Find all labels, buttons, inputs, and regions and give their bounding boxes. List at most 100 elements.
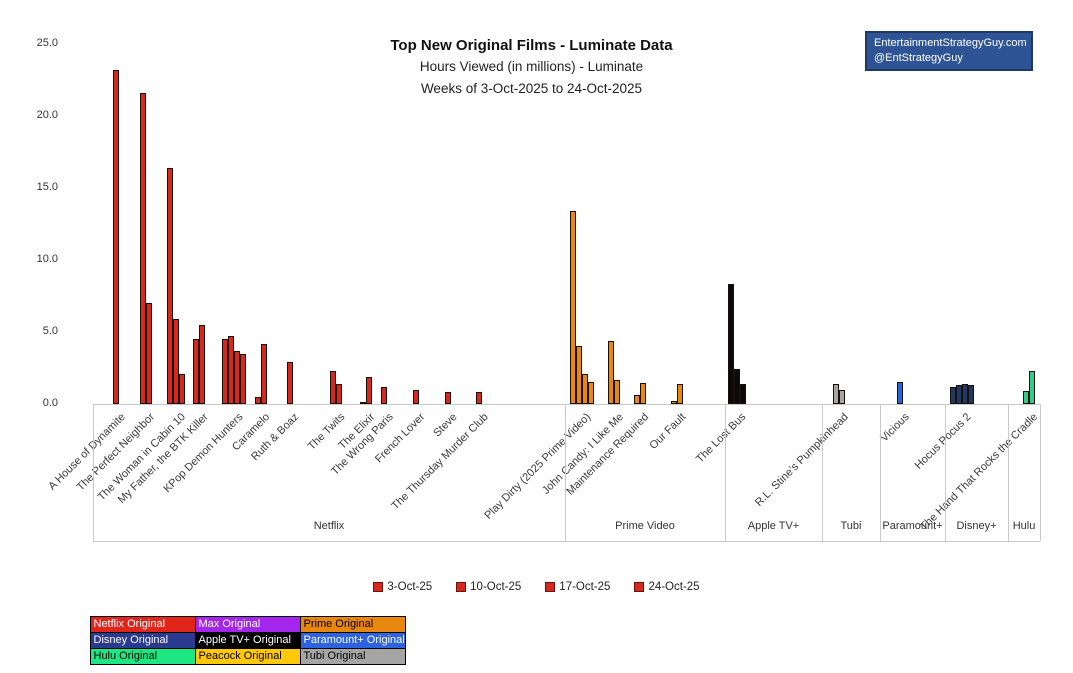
- platform-legend-cell: Peacock Original: [194, 647, 301, 665]
- bar: [671, 401, 677, 404]
- week-legend-item: 17-Oct-25: [545, 581, 610, 593]
- platform-divider: [1008, 404, 1009, 541]
- week-legend-item: 3-Oct-25: [373, 581, 432, 593]
- y-axis-tick-label: 5.0: [42, 325, 58, 337]
- bar: [1029, 371, 1035, 404]
- bar: [193, 339, 199, 404]
- bar: [179, 374, 185, 404]
- bar: [640, 383, 646, 404]
- bar: [839, 390, 845, 404]
- bar: [366, 377, 372, 404]
- bar: [146, 303, 152, 404]
- bar: [1023, 391, 1029, 404]
- platform-label: Netflix: [313, 520, 345, 532]
- platform-legend-cell: Netflix Original: [89, 615, 196, 633]
- platform-label: Disney+: [956, 520, 997, 532]
- platform-divider: [880, 404, 881, 541]
- bar: [167, 168, 173, 404]
- platform-legend-cell: Tubi Original: [299, 647, 406, 665]
- platform-label: Prime Video: [615, 520, 675, 532]
- chart-subtitle: Hours Viewed (in millions) - Luminate: [419, 59, 644, 74]
- y-axis-tick-label: 0.0: [42, 397, 58, 409]
- platform-legend-cell: Paramount+ Original: [299, 631, 406, 649]
- platform-divider: [725, 404, 726, 541]
- bar: [582, 374, 588, 404]
- week-legend-swatch-icon: [545, 582, 556, 592]
- film-label: Hocus Pocus 2: [912, 411, 974, 472]
- week-legend-label: 24-Oct-25: [648, 581, 700, 593]
- film-label: R.L. Stine’s Pumpkinhead: [752, 411, 851, 509]
- film-label: Our Fault: [647, 411, 689, 452]
- bar: [381, 387, 387, 404]
- film-label: The Hand That Rocks the Cradle: [918, 411, 1041, 534]
- week-legend-label: 3-Oct-25: [387, 581, 433, 593]
- bar: [255, 397, 261, 404]
- bar: [287, 362, 293, 404]
- bar: [734, 369, 740, 404]
- week-legend-label: 10-Oct-25: [470, 581, 522, 593]
- category-band-bottom-line: [93, 541, 1040, 542]
- platform-label: Hulu: [1012, 520, 1036, 532]
- y-axis-tick-label: 15.0: [36, 181, 58, 193]
- badge-twitter-handle: @EntStrategyGuy: [874, 52, 963, 64]
- week-legend-swatch-icon: [634, 582, 645, 592]
- platform-label: Apple TV+: [747, 520, 800, 532]
- bar: [228, 336, 234, 404]
- bar: [956, 385, 962, 404]
- bar: [413, 390, 419, 404]
- film-label: The Lost Bus: [694, 411, 749, 466]
- bar: [576, 346, 582, 404]
- bar: [476, 392, 482, 404]
- chart-subtitle-weeks: Weeks of 3-Oct-2025 to 24-Oct-2025: [420, 81, 643, 96]
- bar: [360, 402, 366, 404]
- bar: [634, 395, 640, 404]
- bar: [173, 319, 179, 404]
- platform-divider: [93, 404, 94, 541]
- week-legend-swatch-icon: [373, 582, 384, 592]
- platform-legend-cell: Max Original: [194, 615, 301, 633]
- week-legend-swatch-icon: [456, 582, 467, 592]
- bar: [728, 284, 734, 404]
- bar: [588, 382, 594, 404]
- bar: [614, 380, 620, 404]
- platform-divider: [1040, 404, 1041, 541]
- y-axis-tick-label: 25.0: [36, 37, 58, 49]
- bar: [222, 339, 228, 404]
- bar: [897, 382, 903, 404]
- author-badge: EntertainmentStrategyGuy.com @EntStrateg…: [865, 31, 1033, 71]
- week-legend-item: 24-Oct-25: [634, 581, 700, 593]
- platform-divider: [565, 404, 566, 541]
- bar: [445, 392, 451, 404]
- week-legend: 3-Oct-25 10-Oct-25 17-Oct-25 24-Oct-25: [0, 581, 1073, 593]
- platform-legend-cell: Apple TV+ Original: [194, 631, 301, 649]
- platform-divider: [945, 404, 946, 541]
- bar: [968, 385, 974, 404]
- platform-label: Paramount+: [882, 520, 943, 532]
- bar: [330, 371, 336, 404]
- bar: [833, 384, 839, 404]
- platform-divider: [822, 404, 823, 541]
- x-axis-line: [93, 404, 1040, 405]
- bar: [336, 384, 342, 404]
- bar: [962, 384, 968, 404]
- bar: [950, 387, 956, 404]
- bar: [740, 384, 746, 404]
- platform-color-legend: Netflix Original Max Original Prime Origin…: [89, 615, 406, 665]
- platform-legend-cell: Prime Original: [299, 615, 406, 633]
- week-legend-label: 17-Oct-25: [559, 581, 611, 593]
- bar: [113, 70, 119, 404]
- bar: [677, 384, 683, 404]
- film-label: Vicious: [878, 411, 912, 445]
- bar: [240, 354, 246, 404]
- bar: [608, 341, 614, 404]
- bar: [261, 344, 267, 404]
- platform-legend-cell: Hulu Original: [89, 647, 196, 665]
- bar: [199, 325, 205, 404]
- film-label: Steve: [431, 411, 460, 440]
- bar: [570, 211, 576, 404]
- plot-area: 0.0 5.0 10.0 15.0 20.0 25.0 A House of Dynamit…: [36, 37, 1041, 542]
- week-legend-item: 10-Oct-25: [456, 581, 521, 593]
- platform-label: Tubi: [840, 520, 862, 532]
- y-axis-tick-label: 20.0: [36, 109, 58, 121]
